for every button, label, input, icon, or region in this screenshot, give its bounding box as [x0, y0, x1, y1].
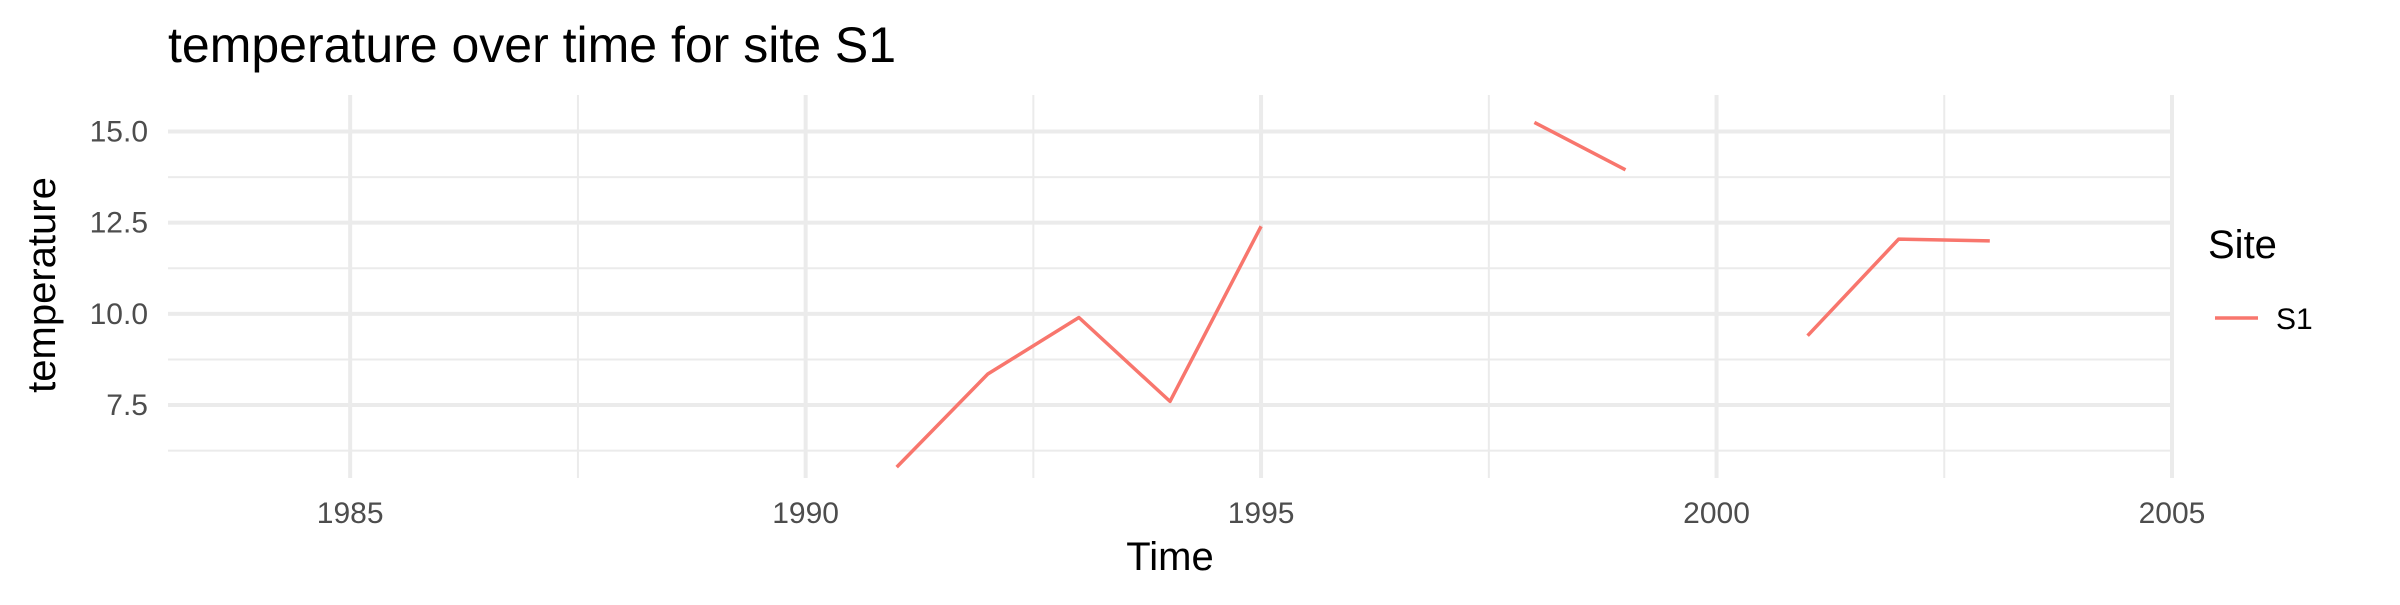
x-tick-label: 2000	[1683, 497, 1750, 530]
y-axis-title: temperature	[20, 177, 64, 393]
y-axis-ticks: 7.5 10.0 12.5 15.0	[90, 115, 148, 422]
chart-title: temperature over time for site S1	[168, 17, 896, 73]
x-tick-label: 2005	[2139, 497, 2206, 530]
series-line-segment	[1806, 237, 1990, 337]
legend-label: S1	[2276, 303, 2313, 336]
series-line-segment	[1533, 120, 1627, 172]
y-tick-label: 7.5	[106, 389, 148, 422]
series-line-segment	[895, 225, 1263, 469]
x-tick-label: 1995	[1228, 497, 1295, 530]
legend-title: Site	[2208, 223, 2277, 267]
y-tick-label: 15.0	[90, 115, 148, 148]
x-axis-ticks: 1985 1990 1995 2000 2005	[317, 497, 2206, 530]
series-lines	[895, 120, 1990, 469]
x-tick-label: 1985	[317, 497, 384, 530]
y-tick-label: 12.5	[90, 207, 148, 240]
grid	[168, 95, 2174, 478]
y-tick-label: 10.0	[90, 298, 148, 331]
x-tick-label: 1990	[772, 497, 839, 530]
legend: Site S1	[2208, 223, 2313, 336]
legend-items: S1	[2215, 303, 2313, 336]
x-axis-title: Time	[1126, 535, 1213, 579]
